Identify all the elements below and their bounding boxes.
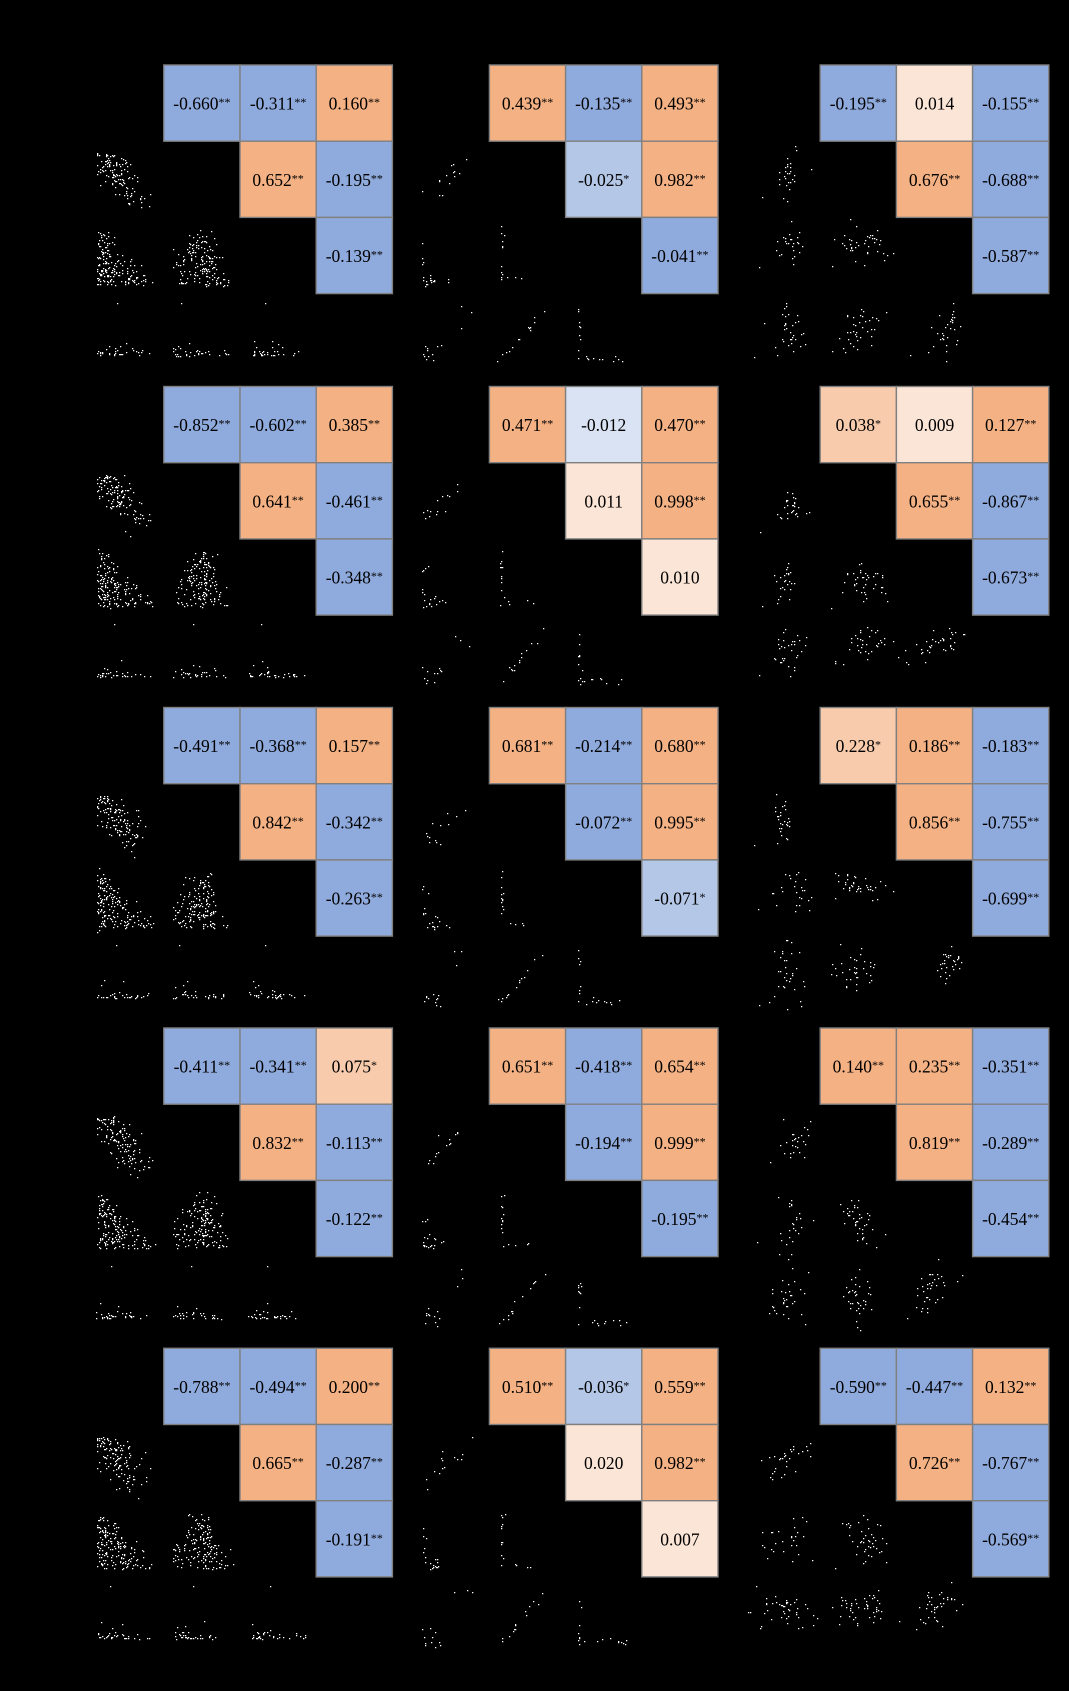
svg-text:-0.036*: -0.036* bbox=[578, 1377, 629, 1397]
svg-text:-0.660**: -0.660** bbox=[173, 94, 230, 114]
svg-text:0.680**: 0.680** bbox=[654, 736, 705, 756]
svg-text:0.665**: 0.665** bbox=[252, 1453, 303, 1473]
svg-text:-0.139**: -0.139** bbox=[326, 246, 383, 266]
svg-text:0.995**: 0.995** bbox=[654, 812, 705, 832]
svg-text:-0.852**: -0.852** bbox=[173, 415, 230, 435]
svg-text:0.998**: 0.998** bbox=[654, 491, 705, 511]
svg-text:0.982**: 0.982** bbox=[654, 1453, 705, 1473]
svg-text:0.676**: 0.676** bbox=[909, 170, 960, 190]
svg-text:0.641**: 0.641** bbox=[252, 491, 303, 511]
svg-text:-0.311**: -0.311** bbox=[250, 94, 307, 114]
svg-text:0.471**: 0.471** bbox=[502, 415, 553, 435]
svg-text:-0.041**: -0.041** bbox=[651, 246, 708, 266]
svg-text:-0.342**: -0.342** bbox=[326, 812, 383, 832]
svg-text:0.999**: 0.999** bbox=[654, 1133, 705, 1153]
svg-text:0.160**: 0.160** bbox=[329, 94, 380, 114]
svg-text:0.009: 0.009 bbox=[915, 415, 955, 435]
svg-text:0.007: 0.007 bbox=[660, 1529, 700, 1549]
svg-text:0.982**: 0.982** bbox=[654, 170, 705, 190]
svg-text:-0.587**: -0.587** bbox=[982, 246, 1039, 266]
svg-text:-0.214**: -0.214** bbox=[575, 736, 632, 756]
svg-text:-0.072**: -0.072** bbox=[575, 812, 632, 832]
svg-text:0.385**: 0.385** bbox=[329, 415, 380, 435]
svg-text:-0.012: -0.012 bbox=[581, 415, 626, 435]
svg-text:-0.341**: -0.341** bbox=[249, 1057, 306, 1077]
svg-text:-0.263**: -0.263** bbox=[326, 889, 383, 909]
svg-text:0.132**: 0.132** bbox=[985, 1377, 1036, 1397]
svg-text:-0.195**: -0.195** bbox=[651, 1209, 708, 1229]
svg-text:0.014: 0.014 bbox=[915, 94, 955, 114]
svg-text:0.186**: 0.186** bbox=[909, 736, 960, 756]
svg-text:0.011: 0.011 bbox=[584, 491, 623, 511]
svg-text:-0.491**: -0.491** bbox=[173, 736, 230, 756]
svg-text:-0.348**: -0.348** bbox=[326, 568, 383, 588]
svg-text:0.856**: 0.856** bbox=[909, 812, 960, 832]
svg-text:-0.447**: -0.447** bbox=[906, 1377, 963, 1397]
svg-text:-0.673**: -0.673** bbox=[982, 568, 1039, 588]
svg-text:0.493**: 0.493** bbox=[654, 94, 705, 114]
svg-text:0.470**: 0.470** bbox=[654, 415, 705, 435]
svg-text:0.681**: 0.681** bbox=[502, 736, 553, 756]
svg-text:-0.767**: -0.767** bbox=[982, 1453, 1039, 1473]
svg-text:0.228*: 0.228* bbox=[836, 736, 881, 756]
svg-text:-0.289**: -0.289** bbox=[982, 1133, 1039, 1153]
svg-text:-0.418**: -0.418** bbox=[575, 1057, 632, 1077]
svg-text:0.819**: 0.819** bbox=[909, 1133, 960, 1153]
svg-text:-0.590**: -0.590** bbox=[830, 1377, 887, 1397]
svg-text:0.842**: 0.842** bbox=[252, 812, 303, 832]
svg-text:0.140**: 0.140** bbox=[833, 1057, 884, 1077]
svg-text:0.652**: 0.652** bbox=[252, 170, 303, 190]
svg-text:0.020: 0.020 bbox=[584, 1453, 624, 1473]
svg-text:-0.195**: -0.195** bbox=[326, 170, 383, 190]
svg-text:-0.183**: -0.183** bbox=[982, 736, 1039, 756]
svg-text:0.235**: 0.235** bbox=[909, 1057, 960, 1077]
svg-text:-0.287**: -0.287** bbox=[326, 1453, 383, 1473]
svg-text:-0.788**: -0.788** bbox=[173, 1377, 230, 1397]
svg-text:-0.071*: -0.071* bbox=[654, 889, 705, 909]
svg-text:0.075*: 0.075* bbox=[332, 1057, 377, 1077]
svg-text:-0.351**: -0.351** bbox=[982, 1057, 1039, 1077]
svg-text:-0.755**: -0.755** bbox=[982, 812, 1039, 832]
svg-text:-0.454**: -0.454** bbox=[982, 1209, 1039, 1229]
svg-text:-0.867**: -0.867** bbox=[982, 491, 1039, 511]
svg-text:-0.688**: -0.688** bbox=[982, 170, 1039, 190]
svg-text:-0.461**: -0.461** bbox=[326, 491, 383, 511]
svg-text:-0.135**: -0.135** bbox=[575, 94, 632, 114]
svg-text:-0.191**: -0.191** bbox=[326, 1529, 383, 1549]
svg-text:-0.602**: -0.602** bbox=[249, 415, 306, 435]
svg-text:0.651**: 0.651** bbox=[502, 1057, 553, 1077]
svg-text:-0.494**: -0.494** bbox=[249, 1377, 306, 1397]
svg-text:-0.569**: -0.569** bbox=[982, 1529, 1039, 1549]
svg-text:-0.194**: -0.194** bbox=[575, 1133, 632, 1153]
svg-text:0.127**: 0.127** bbox=[985, 415, 1036, 435]
svg-text:-0.113**: -0.113** bbox=[326, 1133, 383, 1153]
svg-text:-0.699**: -0.699** bbox=[982, 889, 1039, 909]
svg-text:0.010: 0.010 bbox=[660, 568, 700, 588]
svg-text:-0.411**: -0.411** bbox=[174, 1057, 231, 1077]
svg-text:0.200**: 0.200** bbox=[329, 1377, 380, 1397]
svg-text:-0.195**: -0.195** bbox=[830, 94, 887, 114]
svg-text:0.726**: 0.726** bbox=[909, 1453, 960, 1473]
svg-text:-0.368**: -0.368** bbox=[249, 736, 306, 756]
svg-text:-0.122**: -0.122** bbox=[326, 1209, 383, 1229]
svg-text:0.157**: 0.157** bbox=[329, 736, 380, 756]
svg-text:0.510**: 0.510** bbox=[502, 1377, 553, 1397]
svg-text:0.038*: 0.038* bbox=[836, 415, 881, 435]
svg-text:-0.155**: -0.155** bbox=[982, 94, 1039, 114]
svg-text:-0.025*: -0.025* bbox=[578, 170, 629, 190]
svg-text:0.654**: 0.654** bbox=[654, 1057, 705, 1077]
svg-text:0.439**: 0.439** bbox=[502, 94, 553, 114]
svg-text:0.655**: 0.655** bbox=[909, 491, 960, 511]
svg-text:0.559**: 0.559** bbox=[654, 1377, 705, 1397]
svg-text:0.832**: 0.832** bbox=[252, 1133, 303, 1153]
